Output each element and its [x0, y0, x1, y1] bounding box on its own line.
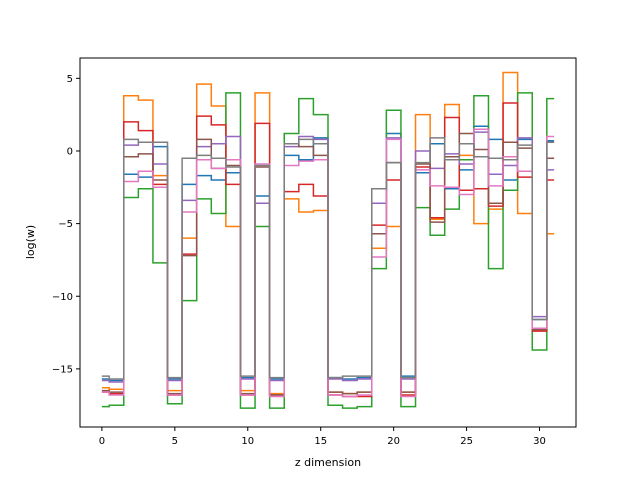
- x-tick-label: 0: [99, 436, 105, 447]
- series-layer: [101, 71, 555, 409]
- x-tick-label: 20: [387, 436, 400, 447]
- x-tick-label: 10: [241, 436, 254, 447]
- y-axis: −15 −10 −5 0 5: [52, 74, 80, 375]
- series-line-8: [101, 137, 555, 380]
- x-axis: 0 5 10 15 20 25 30: [99, 427, 546, 447]
- y-tick-label: −5: [58, 219, 73, 230]
- plot-frame: [79, 57, 577, 428]
- y-tick-label: 5: [67, 74, 73, 85]
- y-tick-label: −15: [52, 364, 73, 375]
- y-axis-label: log(w): [24, 225, 37, 259]
- x-axis-label: z dimension: [295, 456, 361, 469]
- y-tick-label: −10: [52, 292, 73, 303]
- x-tick-label: 15: [314, 436, 327, 447]
- x-tick-label: 30: [533, 436, 546, 447]
- x-tick-label: 5: [172, 436, 178, 447]
- y-tick-label: 0: [67, 146, 73, 157]
- x-tick-label: 25: [460, 436, 473, 447]
